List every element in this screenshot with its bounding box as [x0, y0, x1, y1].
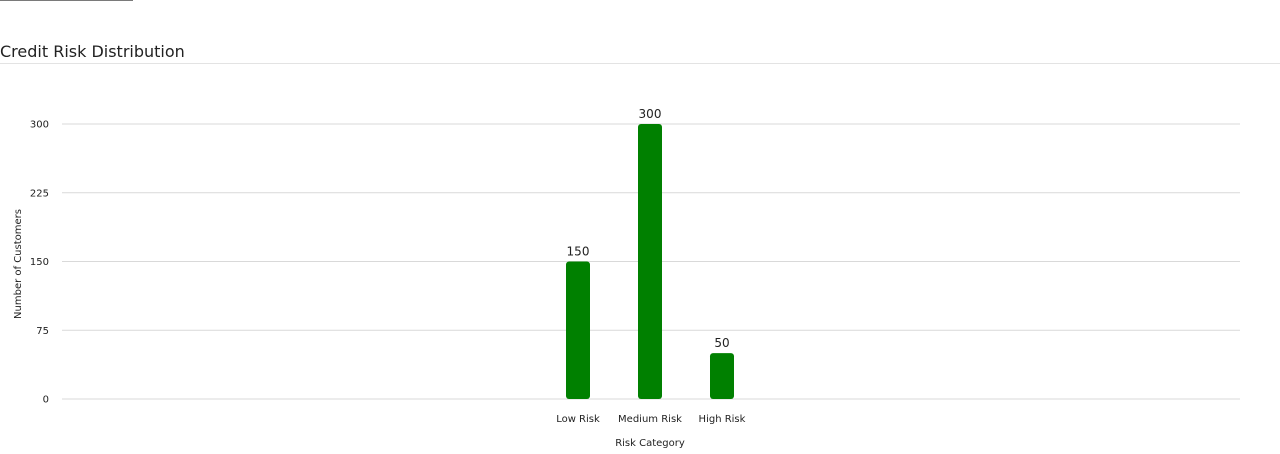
- y-axis-ticks: 0 75 150 225 300: [30, 120, 49, 406]
- top-tab-underline: [0, 0, 133, 1]
- bar-value-label: 300: [639, 107, 662, 121]
- bar[interactable]: [710, 353, 734, 399]
- bar-value-label: 50: [714, 336, 729, 350]
- bar-value-label: 150: [567, 245, 590, 259]
- x-axis-title: Risk Category: [615, 438, 685, 449]
- x-tick-label: Low Risk: [556, 414, 600, 425]
- x-axis-categories: Low Risk Medium Risk High Risk: [556, 414, 745, 425]
- x-tick-label: Medium Risk: [618, 414, 682, 425]
- y-axis-title: Number of Customers: [13, 209, 24, 319]
- bar[interactable]: [638, 124, 662, 399]
- data-labels: 150 300 50: [567, 107, 730, 350]
- y-tick-label: 150: [30, 257, 49, 268]
- x-tick-label: High Risk: [699, 414, 746, 425]
- y-tick-label: 0: [43, 395, 49, 406]
- y-tick-label: 75: [36, 326, 49, 337]
- chart-title: Credit Risk Distribution: [0, 42, 185, 61]
- bars: [566, 124, 734, 399]
- y-tick-label: 225: [30, 188, 49, 199]
- title-divider: [0, 63, 1280, 64]
- y-tick-label: 300: [30, 120, 49, 131]
- bar[interactable]: [566, 261, 590, 400]
